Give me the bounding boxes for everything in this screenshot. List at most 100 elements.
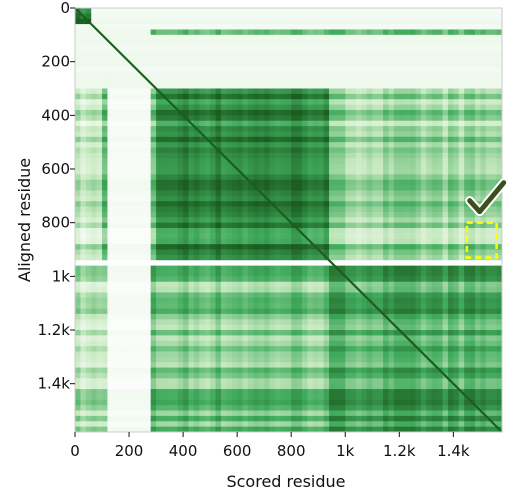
heatmap-cell — [393, 131, 400, 138]
heatmap-cell — [393, 8, 400, 14]
heatmap-cell — [464, 158, 470, 165]
heatmap-cell — [420, 217, 427, 224]
heatmap-cell — [437, 265, 443, 272]
heatmap-cell — [350, 131, 357, 138]
heatmap-cell — [312, 313, 319, 320]
heatmap-cell — [458, 109, 465, 116]
heatmap-cell — [75, 126, 81, 132]
heatmap-cell — [334, 169, 341, 175]
heatmap-cell — [85, 335, 92, 342]
heatmap-cell — [372, 244, 379, 250]
heatmap-cell — [318, 13, 325, 20]
heatmap-cell — [199, 50, 206, 57]
heatmap-cell — [183, 104, 189, 111]
heatmap-cell — [410, 287, 416, 293]
heatmap-cell — [220, 217, 227, 224]
heatmap-cell — [437, 115, 443, 122]
heatmap-cell — [426, 34, 433, 41]
heatmap-cell — [204, 297, 211, 304]
heatmap-cell — [356, 211, 362, 218]
heatmap-cell — [318, 228, 325, 234]
heatmap-cell — [220, 308, 227, 315]
heatmap-cell — [491, 158, 497, 165]
heatmap-cell — [161, 56, 168, 63]
heatmap-cell — [237, 142, 243, 148]
heatmap-cell — [388, 228, 395, 234]
heatmap-cell — [177, 340, 184, 347]
heatmap-cell — [312, 93, 319, 100]
heatmap-cell — [329, 292, 335, 299]
heatmap-cell — [199, 13, 206, 20]
heatmap-cell — [107, 340, 114, 347]
heatmap-cell — [296, 61, 303, 68]
heatmap-cell — [112, 297, 119, 304]
heatmap-cell — [458, 131, 465, 138]
heatmap-cell — [139, 319, 146, 326]
heatmap-cell — [464, 136, 470, 143]
heatmap-cell — [291, 260, 298, 267]
heatmap-cell — [96, 169, 103, 175]
heatmap-cell — [199, 34, 206, 41]
heatmap-cell — [129, 249, 135, 256]
heatmap-cell — [339, 45, 346, 52]
heatmap-cell — [177, 126, 184, 132]
heatmap-cell — [75, 281, 81, 288]
heatmap-cell — [366, 260, 373, 267]
heatmap-cell — [134, 335, 141, 342]
heatmap-cell — [410, 303, 416, 309]
heatmap-cell — [280, 249, 287, 256]
heatmap-cell — [107, 158, 114, 165]
heatmap-cell — [447, 104, 454, 111]
heatmap-cell — [420, 330, 427, 336]
heatmap-cell — [75, 297, 81, 304]
heatmap-cell — [134, 34, 141, 41]
heatmap-cell — [220, 24, 227, 30]
heatmap-cell — [242, 120, 249, 127]
heatmap-cell — [399, 99, 406, 106]
heatmap-cell — [469, 292, 476, 299]
heatmap-cell — [491, 45, 497, 52]
heatmap-cell — [145, 34, 152, 41]
heatmap-cell — [312, 83, 319, 89]
heatmap-cell — [75, 29, 81, 36]
heatmap-cell — [226, 238, 233, 245]
heatmap-cell — [345, 13, 352, 20]
heatmap-cell — [231, 34, 238, 41]
heatmap-cell — [383, 45, 389, 52]
heatmap-cell — [388, 8, 395, 14]
heatmap-cell — [91, 217, 98, 224]
heatmap-cell — [80, 152, 87, 159]
heatmap-cell — [102, 292, 108, 299]
heatmap-cell — [199, 174, 206, 181]
heatmap-cell — [210, 24, 216, 30]
heatmap-cell — [285, 185, 292, 191]
heatmap-cell — [329, 303, 335, 309]
heatmap-cell — [269, 244, 276, 250]
heatmap-cell — [469, 238, 476, 245]
heatmap-cell — [296, 281, 303, 288]
heatmap-cell — [139, 195, 146, 202]
heatmap-cell — [91, 238, 98, 245]
heatmap-cell — [204, 281, 211, 288]
heatmap-cell — [302, 24, 308, 30]
heatmap-cell — [102, 249, 108, 256]
heatmap-cell — [274, 136, 281, 143]
heatmap-cell — [269, 292, 276, 299]
heatmap-cell — [350, 206, 357, 213]
heatmap-cell — [415, 195, 422, 202]
heatmap-cell — [302, 270, 308, 277]
heatmap-cell — [447, 45, 454, 52]
heatmap-cell — [318, 104, 325, 111]
heatmap-cell — [437, 88, 443, 95]
heatmap-cell — [112, 303, 119, 309]
heatmap-cell — [129, 120, 135, 127]
heatmap-cell — [361, 83, 368, 89]
heatmap-cell — [464, 324, 470, 331]
heatmap-cell — [404, 254, 411, 261]
heatmap-cell — [177, 270, 184, 277]
heatmap-cell — [199, 29, 206, 36]
heatmap-cell — [437, 281, 443, 288]
heatmap-cell — [210, 313, 216, 320]
heatmap-cell — [323, 131, 330, 138]
heatmap-cell — [193, 185, 200, 191]
